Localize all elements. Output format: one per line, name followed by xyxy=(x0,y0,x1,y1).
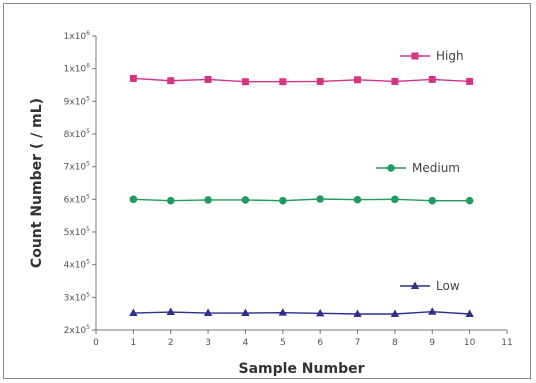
y-tick-label: 8x105 xyxy=(64,128,91,140)
data-point-medium xyxy=(279,196,287,205)
x-tick-label: 11 xyxy=(501,338,512,348)
x-tick-label: 7 xyxy=(355,338,361,348)
x-tick-label: 1 xyxy=(130,338,136,348)
data-point-low xyxy=(241,308,250,317)
series-line-medium xyxy=(133,198,470,202)
data-point-medium xyxy=(465,196,474,205)
x-tick-label: 4 xyxy=(243,338,249,348)
axes xyxy=(95,36,507,331)
data-point-high xyxy=(354,76,362,84)
x-tick-label: 9 xyxy=(429,338,435,348)
x-tick-label: 0 xyxy=(93,338,99,348)
series-low xyxy=(129,307,474,317)
y-tick-label: 1x106 xyxy=(64,30,91,42)
y-axis-ticks: 2x105 3x105 4x105 5x105 6x105 7x105 8x105 9x105… xyxy=(64,30,96,336)
data-point-medium xyxy=(353,195,362,204)
data-point-medium xyxy=(241,196,250,204)
y-tick-label: 2x105 xyxy=(64,324,91,336)
series-high xyxy=(129,74,474,86)
legend-marker xyxy=(411,52,419,60)
x-tick-label: 6 xyxy=(317,338,323,348)
legend-label: Medium xyxy=(412,161,460,175)
data-point-high xyxy=(391,77,399,85)
series-medium xyxy=(129,195,474,205)
y-tick-label: 4x105 xyxy=(64,259,91,271)
data-point-medium xyxy=(166,196,175,205)
data-point-high xyxy=(241,78,249,86)
legend-item-low: Low xyxy=(400,279,460,293)
chart-frame xyxy=(3,3,531,379)
y-axis-title: Count Number ( / mL) xyxy=(29,98,45,268)
y-tick-label: 1x106 xyxy=(64,63,91,75)
data-point-low xyxy=(315,308,325,317)
y-tick-label: 6x105 xyxy=(64,193,91,205)
data-point-high xyxy=(279,78,287,86)
series-layer xyxy=(129,74,474,317)
data-point-medium xyxy=(129,195,138,204)
x-tick-label: 2 xyxy=(168,338,174,348)
data-point-medium xyxy=(428,196,437,205)
data-point-low xyxy=(203,308,213,317)
series-line-high xyxy=(133,77,470,83)
legend-item-high: High xyxy=(400,49,464,63)
y-tick-label: 5x105 xyxy=(64,226,91,238)
data-point-medium xyxy=(316,195,324,203)
x-tick-label: 5 xyxy=(280,338,286,348)
y-tick-label: 3x105 xyxy=(64,291,91,303)
data-point-low xyxy=(428,307,437,315)
data-point-high xyxy=(428,75,436,83)
y-tick-label: 9x105 xyxy=(64,95,91,107)
x-tick-label: 3 xyxy=(205,338,211,348)
legend-label: Low xyxy=(436,279,460,293)
series-line-low xyxy=(133,311,470,315)
x-tick-label: 10 xyxy=(464,338,476,348)
legend-label: High xyxy=(436,49,464,63)
data-point-medium xyxy=(204,196,212,204)
x-tick-label: 8 xyxy=(392,338,398,348)
x-axis-title: Sample Number xyxy=(239,361,365,377)
data-point-low xyxy=(465,309,474,317)
data-point-low xyxy=(353,309,362,317)
data-point-low xyxy=(278,308,288,316)
legend: High Medium Low xyxy=(376,49,464,293)
data-point-high xyxy=(466,77,474,85)
data-point-low xyxy=(390,309,400,317)
legend-item-medium: Medium xyxy=(376,161,460,175)
x-axis-ticks: 0 1 2 3 4 5 6 7 8 9 10 11 xyxy=(93,330,513,348)
data-point-high xyxy=(316,77,324,85)
data-point-high xyxy=(167,77,175,85)
legend-marker xyxy=(410,281,420,289)
legend-marker xyxy=(387,164,395,172)
data-point-low xyxy=(166,307,175,316)
data-point-medium xyxy=(391,195,399,204)
data-point-high xyxy=(204,75,212,83)
data-point-high xyxy=(129,74,137,82)
y-tick-label: 7x105 xyxy=(64,161,91,173)
data-point-low xyxy=(129,308,138,317)
